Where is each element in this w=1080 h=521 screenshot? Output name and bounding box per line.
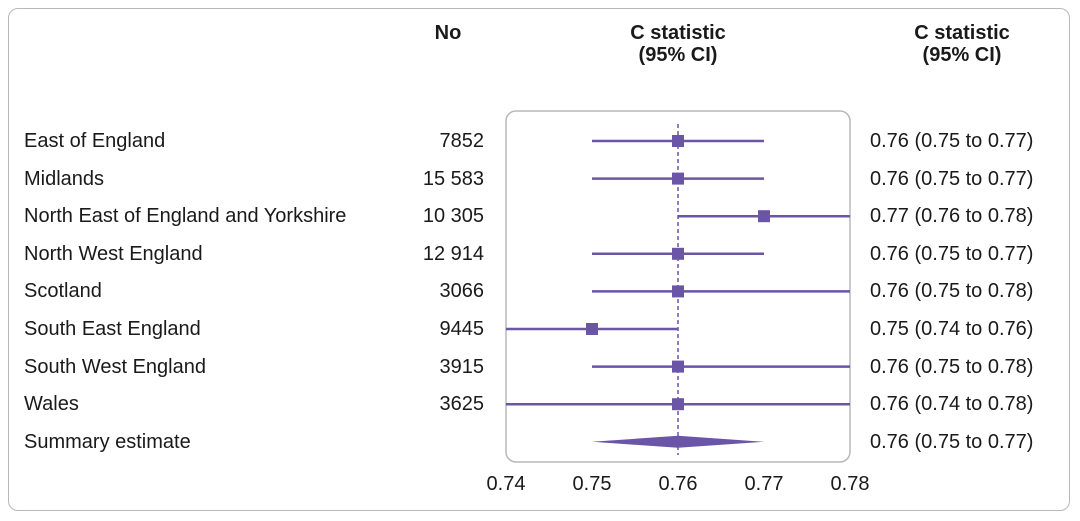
point-estimate-marker: [586, 323, 598, 335]
row-label: North East of England and Yorkshire: [24, 205, 347, 228]
x-tick-label: 0.74: [487, 473, 526, 495]
point-estimate-marker: [758, 210, 770, 223]
x-tick-label: 0.75: [573, 473, 612, 495]
row-label: North West England: [24, 242, 203, 265]
column-header-c-statistic-text: C statistic (95% CI): [872, 22, 1052, 66]
summary-label: Summary estimate: [24, 430, 191, 453]
x-tick-label: 0.78: [831, 473, 870, 495]
point-estimate-marker: [672, 135, 684, 147]
x-tick-label: 0.77: [745, 473, 784, 495]
row-n: 3625: [439, 393, 485, 416]
row-ci-text: 0.76 (0.75 to 0.78): [870, 280, 1034, 303]
row-ci-text: 0.76 (0.75 to 0.77): [870, 242, 1034, 265]
row-ci-text: 0.76 (0.74 to 0.78): [870, 393, 1034, 416]
point-estimate-marker: [672, 360, 684, 373]
row-n: 3066: [439, 280, 485, 303]
row-n: 3915: [439, 355, 485, 378]
row-ci-text: 0.76 (0.75 to 0.78): [870, 355, 1034, 378]
summary-diamond: [592, 435, 764, 448]
row-n: 10 305: [422, 205, 484, 228]
row-n: 9445: [439, 318, 485, 340]
row-label: Wales: [24, 393, 79, 416]
column-header-c-statistic-plot: C statistic (95% CI): [588, 22, 768, 66]
column-header-line2: (95% CI): [638, 44, 718, 66]
row-label: Scotland: [24, 280, 102, 303]
x-tick-label: 0.76: [659, 473, 698, 495]
point-estimate-marker: [672, 247, 684, 260]
row-label: East of England: [24, 130, 166, 152]
figure-frame: [8, 8, 1070, 511]
row-label: South West England: [24, 355, 206, 378]
row-label: South East England: [24, 318, 201, 340]
column-header-no: No: [434, 22, 462, 44]
point-estimate-marker: [672, 172, 684, 185]
row-ci-text: 0.77 (0.76 to 0.78): [870, 205, 1034, 228]
row-ci-text: 0.76 (0.75 to 0.77): [870, 130, 1034, 152]
column-header-line1: C statistic: [914, 22, 1010, 44]
column-header-line2: (95% CI): [922, 44, 1002, 66]
row-n: 7852: [439, 130, 485, 152]
row-label: Midlands: [24, 167, 105, 190]
plot-panel: [505, 110, 851, 463]
point-estimate-marker: [672, 398, 684, 411]
row-ci-text: 0.75 (0.74 to 0.76): [870, 318, 1034, 340]
row-n: 15 583: [422, 167, 484, 190]
column-header-line1: C statistic: [630, 22, 726, 44]
row-ci-text: 0.76 (0.75 to 0.77): [870, 167, 1034, 190]
row-n: 12 914: [422, 242, 484, 265]
summary-ci-text: 0.76 (0.75 to 0.77): [870, 430, 1034, 453]
point-estimate-marker: [672, 285, 684, 298]
